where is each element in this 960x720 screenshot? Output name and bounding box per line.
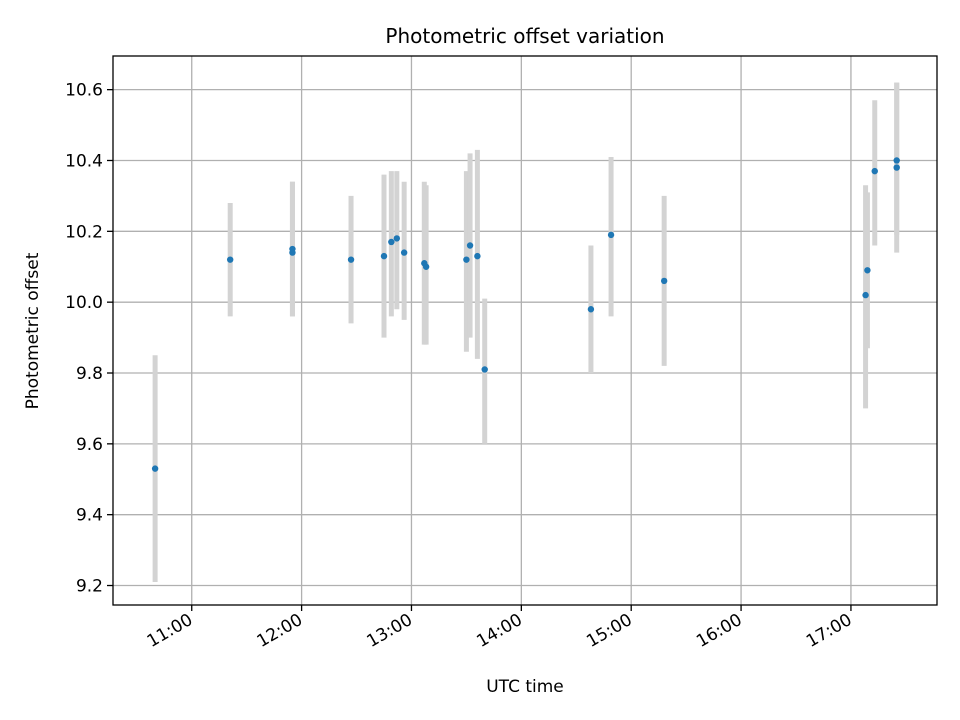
data-point (864, 267, 871, 274)
data-point (380, 252, 388, 260)
plot-frame (112, 55, 938, 606)
data-point (474, 252, 481, 260)
data-point (347, 256, 355, 263)
x-axis-label: UTC time (486, 677, 564, 697)
data-point (871, 167, 878, 175)
data-point (400, 249, 408, 256)
y-tick-label: 9.8 (76, 364, 103, 384)
data-point (289, 249, 296, 256)
y-tick-label: 9.2 (76, 577, 103, 597)
data-point (393, 235, 401, 242)
y-tick-label: 9.6 (76, 435, 103, 455)
y-tick-label: 10.2 (65, 222, 103, 242)
y-tick-label: 10.0 (65, 293, 103, 313)
data-points (151, 157, 900, 472)
chart-title: Photometric offset variation (385, 24, 664, 48)
y-tick-label: 9.4 (76, 506, 103, 526)
data-point (893, 164, 900, 171)
data-point (226, 256, 234, 263)
data-point (481, 366, 488, 373)
y-tick-label: 10.4 (65, 151, 103, 171)
data-point (587, 306, 595, 313)
grid (113, 56, 937, 605)
data-point (388, 238, 395, 246)
data-point (151, 465, 159, 472)
data-point (660, 277, 668, 285)
data-point (463, 256, 470, 263)
y-tick-label: 10.6 (65, 81, 103, 101)
y-axis-label: Photometric offset (23, 252, 43, 409)
data-point (607, 231, 615, 239)
data-point (862, 291, 869, 299)
data-point (422, 263, 430, 270)
data-point (466, 242, 474, 249)
data-point (893, 157, 900, 164)
